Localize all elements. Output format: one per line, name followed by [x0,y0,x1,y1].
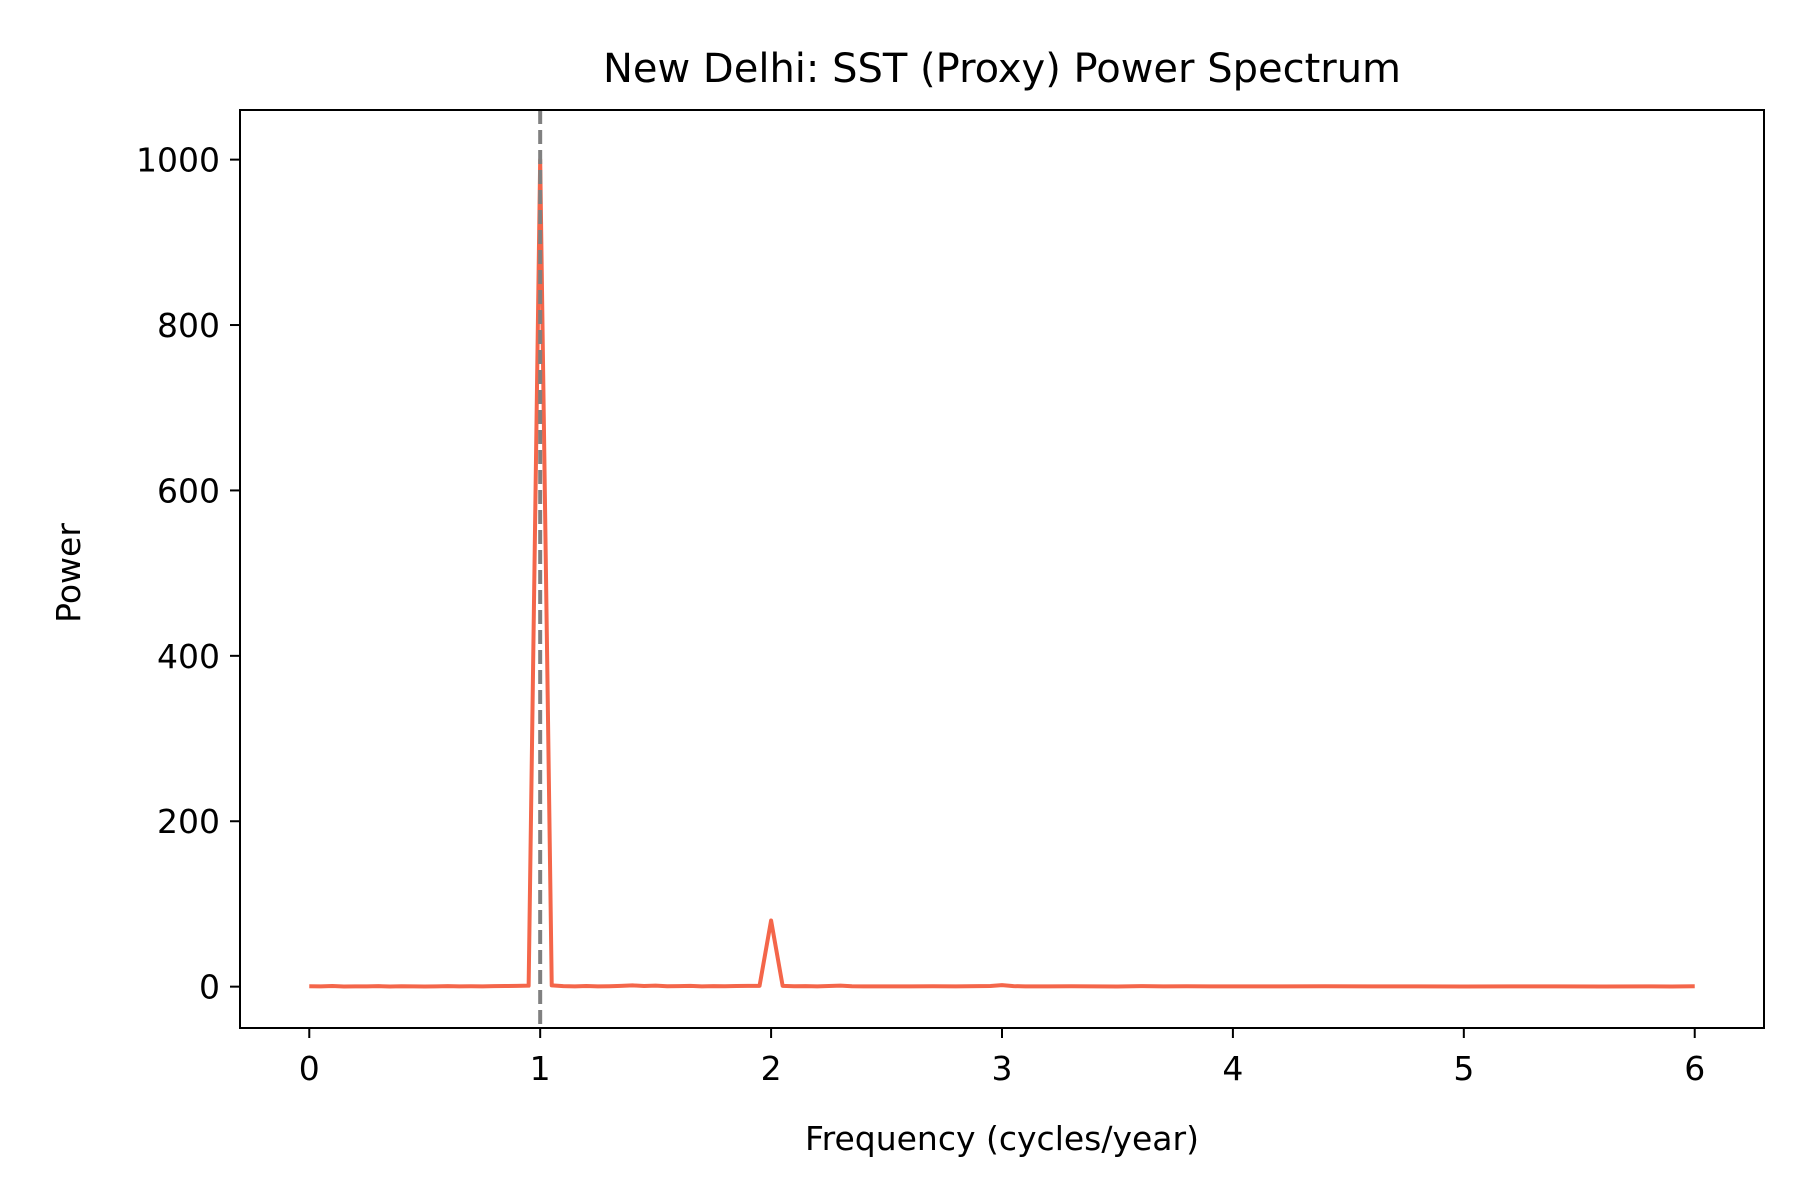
x-tick-label: 0 [299,1049,320,1088]
y-axis-title: Power [49,523,88,623]
series-line-0 [309,157,1695,989]
y-tick-label: 400 [157,637,220,676]
x-tick-label: 3 [992,1049,1013,1088]
plot-area [309,110,1695,1028]
x-tick-label: 6 [1684,1049,1705,1088]
y-tick-label: 800 [157,306,220,345]
axis-ticks: 0 1 2 3 4 5 6 0 200 400 600 800 1000 [136,141,1705,1088]
chart-title: New Delhi: SST (Proxy) Power Spectrum [603,46,1401,92]
x-tick-label: 4 [1222,1049,1243,1088]
y-tick-label: 0 [199,968,220,1007]
y-tick-label: 600 [157,471,220,510]
x-tick-label: 5 [1453,1049,1474,1088]
plot-frame [239,109,1765,1029]
y-tick-label: 1000 [136,141,220,180]
y-tick-label: 200 [157,802,220,841]
x-axis-title: Frequency (cycles/year) [805,1119,1199,1158]
x-tick-label: 2 [761,1049,782,1088]
x-tick-label: 1 [530,1049,551,1088]
